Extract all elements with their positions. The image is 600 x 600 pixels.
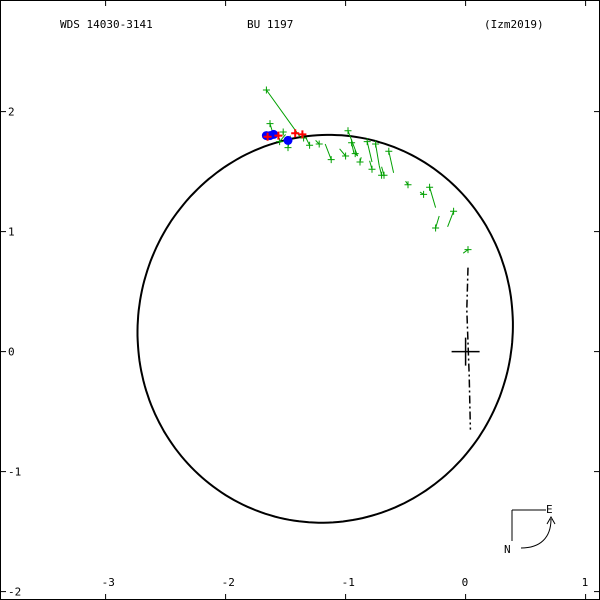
observation-marker-23: [432, 224, 440, 232]
residual-line-23: [435, 215, 440, 229]
compass-arrowhead: [546, 515, 556, 525]
observation-layer: [261, 86, 472, 254]
observation-marker-18: [380, 171, 388, 179]
observation-point: [344, 127, 359, 157]
x-tick-label-1: -2: [222, 576, 235, 589]
recent-observation-3: [298, 130, 307, 139]
primary-star-marker: [451, 337, 480, 366]
residual-line-22: [429, 187, 437, 208]
observation-point: [404, 180, 412, 189]
observation-marker-5: [300, 134, 308, 142]
observation-point: [279, 128, 287, 136]
interferometric-point-3: [283, 135, 293, 145]
orbit-ellipse: [136, 133, 514, 524]
observation-marker-24: [450, 207, 458, 215]
observation-marker-7: [315, 140, 323, 148]
residual-line-16: [375, 143, 380, 166]
observation-marker-16: [372, 140, 380, 148]
observation-marker-13: [356, 158, 364, 166]
residual-line-8: [324, 143, 332, 160]
compass-north-label: N: [504, 543, 511, 556]
observation-marker-20: [404, 181, 412, 189]
recent-observation-2: [291, 129, 300, 138]
recent-observation-0: [263, 132, 272, 141]
compass-arrow: [520, 518, 552, 549]
observation-point: [315, 140, 323, 148]
residual-line-25: [462, 249, 469, 254]
observation-marker-11: [348, 139, 356, 147]
observation-point: [432, 215, 440, 232]
observation-point: [351, 150, 359, 158]
y-tick-label-1: -1: [8, 466, 21, 479]
observation-point: [348, 139, 356, 154]
residual-line-14: [366, 141, 373, 163]
x-tick-label-4: 1: [582, 576, 589, 589]
observation-marker-14: [363, 138, 371, 146]
observation-marker-19: [385, 147, 393, 155]
residual-line-6: [305, 137, 311, 146]
observation-point: [262, 86, 301, 138]
observation-marker-2: [276, 138, 284, 146]
observation-marker-21: [420, 190, 428, 198]
compass: E N: [504, 503, 556, 556]
observation-marker-15: [368, 165, 376, 173]
observation-marker-25: [464, 246, 472, 254]
observation-marker-9: [342, 152, 350, 160]
compass-frame: [511, 509, 546, 541]
residual-line-9: [339, 148, 346, 157]
observation-marker-0: [262, 86, 270, 94]
x-tick-label-3: 0: [462, 576, 469, 589]
residual-line-10: [347, 130, 359, 157]
observation-point: [356, 157, 364, 166]
observation-point: [462, 246, 472, 254]
observation-point: [385, 147, 395, 173]
y-tick-label-4: 2: [8, 106, 15, 119]
observation-marker-3: [284, 144, 292, 152]
observation-point: [419, 190, 428, 198]
observation-marker-12: [351, 150, 359, 158]
observation-marker-1: [266, 120, 274, 128]
observation-marker-22: [426, 183, 434, 191]
line-of-nodes: [466, 267, 472, 430]
y-tick-label-0: -2: [8, 586, 21, 599]
y-tick-label-3: 1: [8, 226, 15, 239]
observation-point: [380, 166, 388, 179]
observation-point: [368, 160, 376, 173]
primary-layer: [451, 337, 480, 366]
system-label: WDS 14030-3141: [60, 18, 153, 31]
residual-line-19: [388, 151, 395, 173]
residual-line-0: [265, 89, 301, 138]
observation-point: [447, 207, 458, 227]
observation-marker-4: [279, 128, 287, 136]
observation-point: [324, 143, 335, 164]
y-tick-label-2: 0: [8, 346, 15, 359]
x-tick-label-2: -1: [342, 576, 355, 589]
compass-east-label: E: [546, 503, 553, 516]
observation-point: [426, 183, 437, 208]
observation-marker-8: [327, 156, 335, 164]
observation-point: [363, 138, 373, 163]
observation-point: [339, 148, 350, 160]
reference-label: (Izm2019): [484, 18, 544, 31]
observation-marker-10: [344, 127, 352, 135]
orbit-layer: [136, 133, 514, 524]
discoverer-label: BU 1197: [247, 18, 293, 31]
observation-marker-6: [306, 141, 314, 149]
observation-point: [305, 137, 314, 149]
observation-point: [276, 134, 286, 146]
recent-observation-1: [274, 131, 283, 140]
x-tick-label-0: -3: [102, 576, 115, 589]
observation-point: [372, 140, 380, 166]
residual-line-2: [279, 134, 286, 142]
residual-line-24: [447, 211, 455, 227]
residual-line-7: [315, 140, 320, 145]
